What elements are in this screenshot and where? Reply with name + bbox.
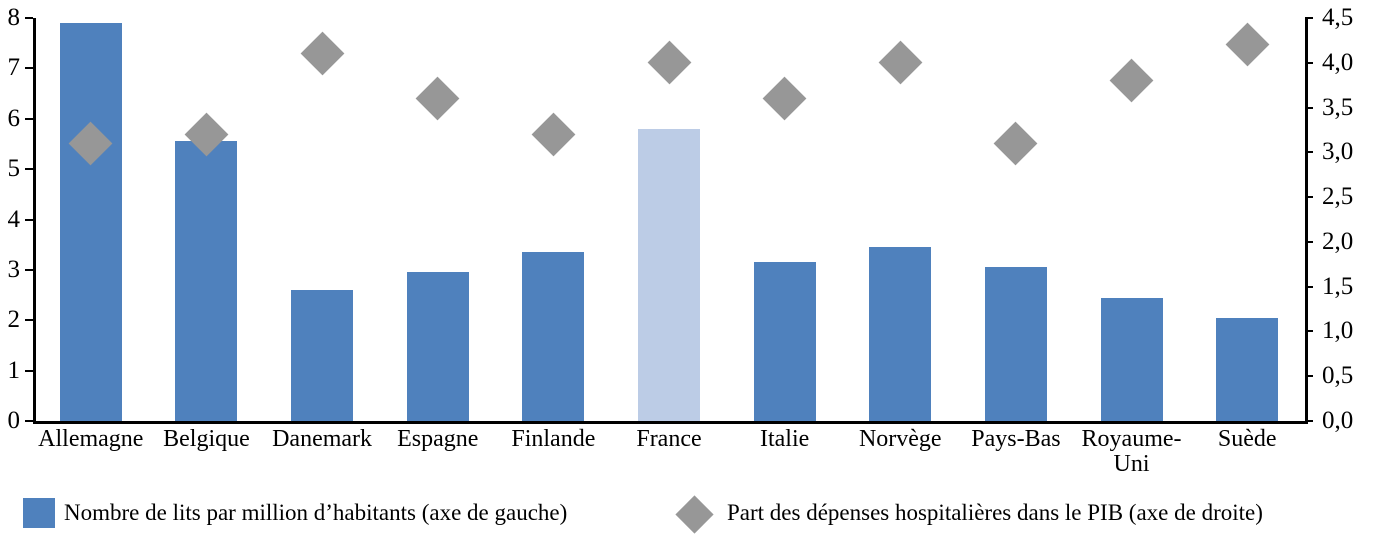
left-axis-tick-label: 2 xyxy=(7,306,21,334)
bar-France xyxy=(638,128,700,421)
right-axis-tick xyxy=(1305,196,1313,199)
right-axis-tick xyxy=(1305,61,1313,64)
right-axis-tick xyxy=(1305,330,1313,333)
left-axis-tick-label: 5 xyxy=(7,155,21,183)
legend-label-bars: Nombre de lits par million d’habitants (… xyxy=(64,500,568,525)
x-axis-label-France: France xyxy=(636,426,702,452)
left-axis-tick xyxy=(25,17,33,19)
legend-label-markers: Part des dépenses hospitalières dans le … xyxy=(727,500,1263,525)
x-axis-label-Belgique: Belgique xyxy=(163,426,250,452)
right-axis-tick-label: 3,5 xyxy=(1322,93,1354,121)
left-axis-tick-label: 7 xyxy=(7,54,21,82)
right-axis-tick-label: 0,5 xyxy=(1322,362,1354,390)
right-axis-tick xyxy=(1305,285,1313,288)
bar-Allemagne xyxy=(59,23,122,421)
right-axis-tick xyxy=(1305,151,1313,154)
left-axis-tick xyxy=(25,117,33,120)
plot-area xyxy=(33,18,1308,424)
left-axis-tick-label: 6 xyxy=(7,104,21,132)
bar-Espagne xyxy=(406,272,469,421)
left-axis-tick-label: 8 xyxy=(7,4,21,31)
x-axis-label-Norvège: Norvège xyxy=(858,426,942,452)
left-axis-tick xyxy=(25,67,33,70)
right-axis-tick-label: 4,5 xyxy=(1322,4,1354,31)
right-axis-tick-label: 2,5 xyxy=(1322,183,1354,211)
right-axis-tick xyxy=(1305,17,1313,19)
left-axis-tick-label: 4 xyxy=(7,205,21,233)
x-axis-label-Pays-Bas: Pays-Bas xyxy=(971,426,1061,452)
right-axis-tick-label: 4,0 xyxy=(1322,48,1354,76)
x-axis-label-Finlande: Finlande xyxy=(511,426,596,452)
bar-Italie xyxy=(753,262,816,421)
right-axis-tick-label: 2,0 xyxy=(1322,227,1354,255)
x-axis-label-Allemagne: Allemagne xyxy=(38,426,144,452)
right-axis-tick-label: 3,0 xyxy=(1322,138,1354,166)
right-axis-tick-label: 0,0 xyxy=(1322,407,1354,434)
right-axis-tick xyxy=(1305,375,1313,378)
left-axis-tick-label: 3 xyxy=(7,255,21,283)
bar-Pays-Bas xyxy=(984,267,1047,421)
x-axis-label-Danemark: Danemark xyxy=(272,426,373,452)
left-axis-tick xyxy=(25,319,33,322)
left-axis-tick xyxy=(25,369,33,372)
left-axis-tick-label: 1 xyxy=(7,356,21,384)
bar-Suède xyxy=(1216,317,1279,421)
left-axis-tick-label: 0 xyxy=(7,407,21,434)
left-axis-tick xyxy=(25,268,33,271)
right-axis-tick xyxy=(1305,106,1313,109)
right-axis-tick xyxy=(1305,420,1313,422)
bar-Norvège xyxy=(869,247,932,421)
x-axis-label-Espagne: Espagne xyxy=(397,426,479,452)
left-axis-tick xyxy=(25,218,33,221)
right-axis-tick-label: 1,0 xyxy=(1322,317,1354,345)
right-axis-tick xyxy=(1305,240,1313,243)
bar-Belgique xyxy=(175,141,238,421)
left-axis-tick xyxy=(25,168,33,171)
bar-Danemark xyxy=(291,290,354,421)
bar-Finlande xyxy=(522,252,585,421)
legend-diamond-icon xyxy=(675,495,714,534)
right-axis-tick-label: 1,5 xyxy=(1322,272,1354,300)
left-axis-tick xyxy=(25,420,33,422)
x-axis-label-Suède: Suède xyxy=(1217,426,1277,452)
legend-bar-swatch xyxy=(23,498,55,528)
x-axis-label-Italie: Italie xyxy=(759,426,810,452)
bar-Royaume-Uni xyxy=(1100,297,1163,421)
x-axis-label-Royaume-Uni: Royaume-Uni xyxy=(1081,426,1182,477)
